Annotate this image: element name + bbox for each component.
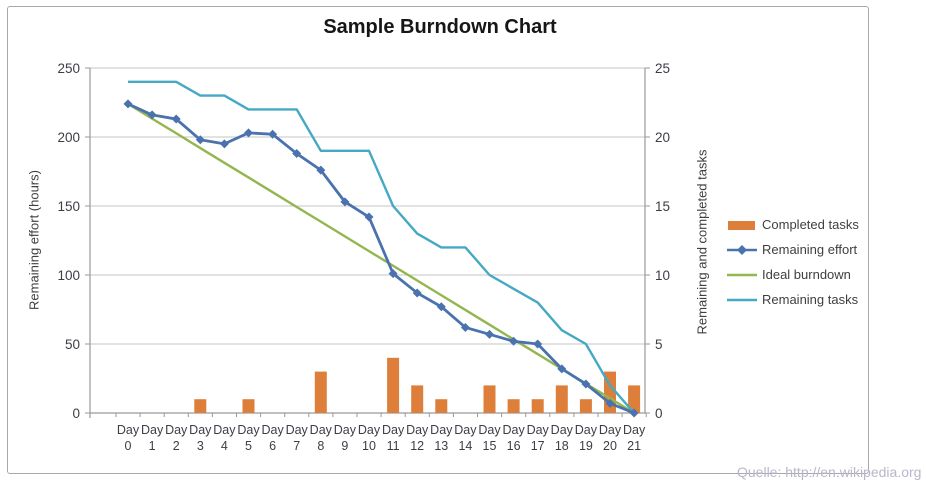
x-tick-label: Day 5	[237, 423, 260, 453]
legend-label: Remaining tasks	[762, 292, 859, 307]
bar-completed-tasks	[435, 399, 448, 413]
marker-remaining-effort	[485, 329, 494, 339]
marker-remaining-effort	[581, 379, 591, 389]
x-tick-label: Day 2	[165, 423, 188, 453]
marker-remaining-effort	[364, 212, 374, 222]
marker-remaining-effort	[605, 398, 615, 408]
y-left-tick-label: 150	[57, 199, 80, 214]
marker-remaining-effort	[123, 99, 133, 109]
x-tick-label: Day 0	[117, 423, 140, 453]
x-tick-label: Day 16	[502, 423, 525, 453]
marker-remaining-effort	[316, 165, 326, 175]
marker-remaining-effort	[268, 129, 278, 139]
x-tick-label: Day 3	[189, 423, 212, 453]
bar-completed-tasks	[555, 385, 568, 413]
marker-remaining-effort	[340, 197, 350, 207]
marker-remaining-effort	[388, 269, 398, 279]
remaining-effort-swatch-icon	[727, 244, 757, 255]
bar-completed-tasks	[531, 399, 544, 413]
bar-completed-tasks	[314, 371, 327, 413]
y-right-tick-label: 15	[655, 199, 670, 214]
x-tick-label: Day 10	[358, 423, 381, 453]
legend-label: Ideal burndown	[762, 267, 851, 282]
chart-title: Sample Burndown Chart	[323, 16, 557, 38]
marker-remaining-effort	[509, 336, 519, 346]
marker-remaining-effort	[171, 114, 181, 124]
chart-frame	[7, 6, 869, 474]
x-tick-label: Day 12	[406, 423, 429, 453]
x-tick-label: Day 19	[575, 423, 598, 453]
marker-remaining-effort	[436, 302, 446, 312]
y-right-tick-label: 5	[655, 337, 663, 352]
marker-remaining-effort	[219, 139, 229, 149]
marker-remaining-effort	[292, 149, 302, 159]
x-tick-label: Day 21	[623, 423, 646, 453]
y-left-tick-label: 200	[57, 130, 80, 145]
y-left-tick-label: 50	[65, 337, 80, 352]
y-right-tick-label: 25	[655, 61, 670, 76]
x-tick-label: Day 11	[382, 423, 405, 453]
bar-completed-tasks	[411, 385, 424, 413]
bar-completed-tasks	[242, 399, 255, 413]
bar-completed-tasks	[194, 399, 207, 413]
marker-remaining-effort	[195, 135, 205, 145]
y-left-tick-label: 0	[72, 406, 80, 421]
line-ideal-burndown	[127, 102, 635, 415]
line-remaining-effort	[127, 102, 635, 415]
x-tick-label: Day 6	[261, 423, 284, 453]
marker-remaining-effort	[460, 322, 470, 332]
marker-remaining-effort	[244, 128, 253, 138]
marker-remaining-effort	[557, 364, 567, 374]
marker-remaining-effort	[629, 408, 639, 418]
y-right-tick-label: 10	[655, 268, 670, 283]
x-tick-label: Day 20	[599, 423, 622, 453]
legend-label: Completed tasks	[762, 217, 859, 232]
x-tick-label: Day 18	[551, 423, 574, 453]
x-tick-label: Day 15	[478, 423, 501, 453]
ideal-burndown-swatch-icon	[727, 273, 757, 276]
y-right-tick-label: 0	[655, 406, 663, 421]
bar-completed-tasks	[483, 385, 496, 413]
legend-item-remaining-tasks: Remaining tasks	[727, 287, 859, 312]
x-tick-label: Day 1	[141, 423, 164, 453]
line-remaining-tasks	[128, 80, 636, 414]
bar-completed-tasks	[628, 385, 641, 413]
y-right-tick-label: 20	[655, 130, 670, 145]
bar-completed-tasks	[507, 399, 520, 413]
x-tick-label: Day 13	[430, 423, 453, 453]
marker-remaining-effort	[412, 288, 422, 298]
y-left-tick-label: 250	[57, 61, 80, 76]
x-tick-label: Day 7	[286, 423, 309, 453]
legend-item-ideal-burndown: Ideal burndown	[727, 262, 859, 287]
marker-remaining-effort	[533, 339, 543, 349]
x-tick-label: Day 14	[454, 423, 477, 453]
chart-legend: Completed tasks Remaining effort Ideal b…	[727, 212, 859, 312]
x-tick-label: Day 17	[527, 423, 550, 453]
marker-remaining-effort	[147, 110, 157, 120]
legend-item-remaining-effort: Remaining effort	[727, 237, 859, 262]
x-tick-label: Day 8	[310, 423, 333, 453]
source-note: Quelle: http://en.wikipedia.org	[737, 464, 922, 480]
bar-completed-tasks	[387, 357, 400, 413]
legend-item-completed-tasks: Completed tasks	[727, 212, 859, 237]
completed-tasks-swatch-icon	[728, 220, 755, 230]
y-left-tick-label: 100	[57, 268, 80, 283]
legend-label: Remaining effort	[762, 242, 858, 257]
x-tick-label: Day 4	[213, 423, 236, 453]
x-tick-label: Day 9	[334, 423, 357, 453]
bar-completed-tasks	[579, 399, 592, 413]
remaining-tasks-swatch-icon	[727, 298, 757, 301]
